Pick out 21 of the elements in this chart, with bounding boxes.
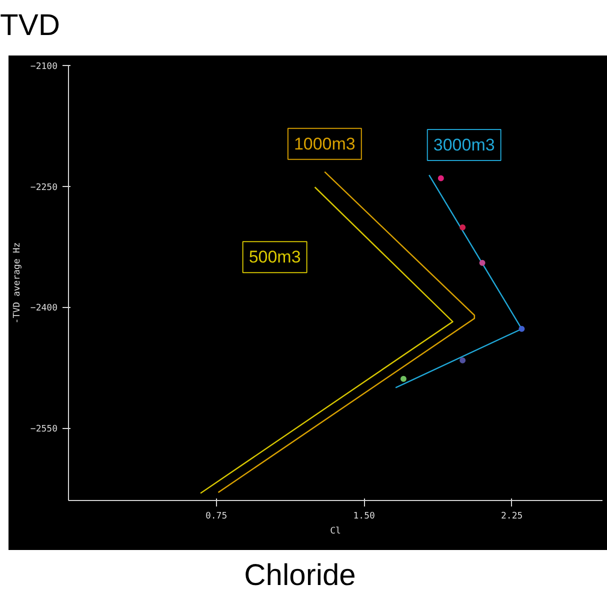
point — [460, 224, 466, 230]
x-tick-label: 1.50 — [353, 512, 375, 522]
y-axis-title: -TVD average Hz — [12, 242, 22, 324]
text: 500m3 — [248, 248, 301, 267]
series-label: 3000m3 — [433, 136, 495, 155]
point — [479, 260, 486, 266]
chart-title: TVD — [0, 8, 60, 44]
y-tick-label: −2550 — [30, 424, 58, 434]
point — [518, 326, 525, 332]
y-tick-label: −2400 — [30, 304, 58, 314]
point — [400, 376, 406, 382]
y-tick-label: −2100 — [30, 62, 58, 72]
line-series — [218, 171, 476, 494]
point — [438, 175, 444, 182]
y-tick-label: −2250 — [30, 182, 58, 193]
point — [460, 357, 466, 364]
text: Chloride — [244, 558, 356, 594]
x-tick-label: 0.75 — [205, 512, 228, 522]
x-tick-label: 2.25 — [501, 512, 523, 522]
series-label: 1000m3 — [294, 134, 356, 154]
x-axis-title: Cl — [330, 526, 341, 536]
